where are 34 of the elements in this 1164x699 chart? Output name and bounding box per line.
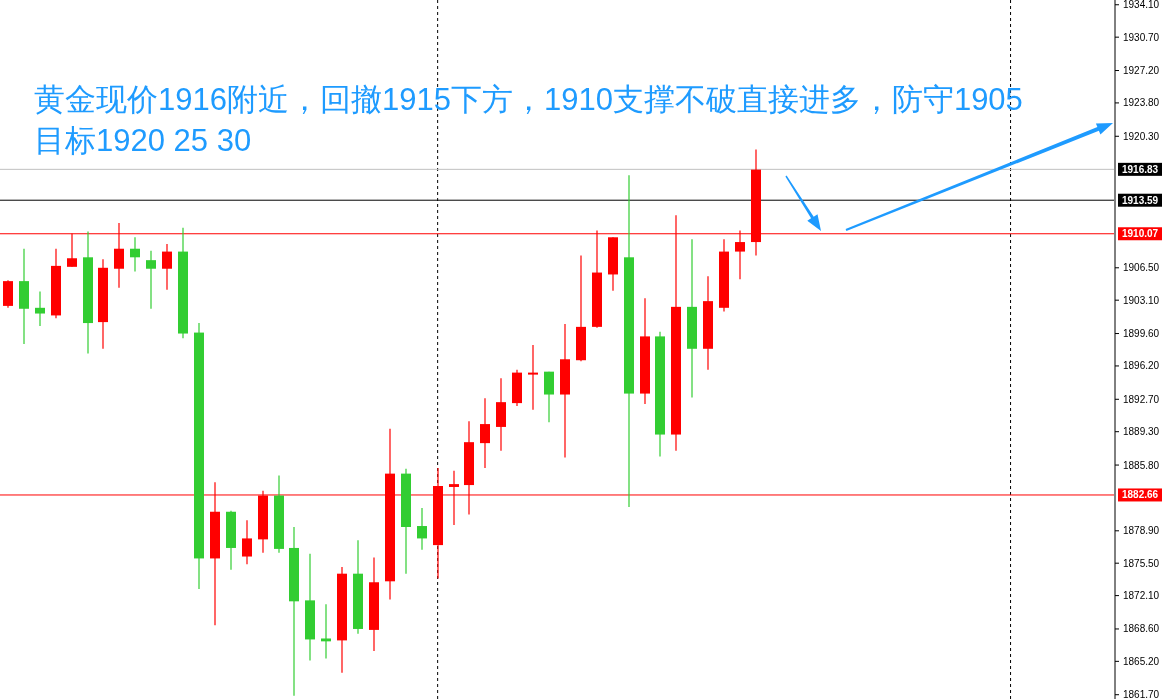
candlestick [242,519,252,565]
y-tick-label: 1899.60 [1123,328,1160,340]
y-tick-label: 1934.10 [1123,0,1160,11]
y-tick-label: 1903.10 [1123,294,1160,306]
candlestick [321,603,331,660]
y-tick-label: 1865.20 [1123,655,1160,667]
y-tick-label: 1896.20 [1123,360,1160,372]
candlestick [130,236,140,273]
y-tick-label: 1878.90 [1123,525,1160,537]
y-tick-label: 1872.10 [1123,590,1160,602]
annotation: 黄金现价1916附近，回撤1915下方，1910支撑不破直接进多，防守1905 [34,82,1023,117]
candlestick [528,344,538,411]
y-tick-label: 1875.50 [1123,557,1160,569]
ref-line-label: 1910.07 [1122,228,1159,240]
candlestick [35,291,45,327]
y-tick-label: 1885.80 [1123,459,1160,471]
candlestick [417,507,427,551]
y-tick-label: 1892.70 [1123,393,1160,405]
ref-line-label: 1882.66 [1122,489,1159,501]
ref-line-label: 1913.59 [1122,194,1159,206]
ref-line-label: 1916.83 [1122,163,1159,175]
y-tick-label: 1920.30 [1123,130,1160,142]
candlestick [162,243,172,291]
y-tick-label: 1861.70 [1123,689,1160,699]
candlestick [544,371,554,423]
candlestick [480,397,490,469]
y-tick-label: 1868.60 [1123,623,1160,635]
y-tick-label: 1889.30 [1123,426,1160,438]
y-tick-label: 1930.70 [1123,31,1160,43]
candlestick [146,250,156,310]
y-tick-label: 1927.20 [1123,65,1160,77]
y-tick-label: 1906.50 [1123,262,1160,274]
y-tick-label: 1923.80 [1123,97,1160,109]
annotation: 目标1920 25 30 [34,123,252,158]
